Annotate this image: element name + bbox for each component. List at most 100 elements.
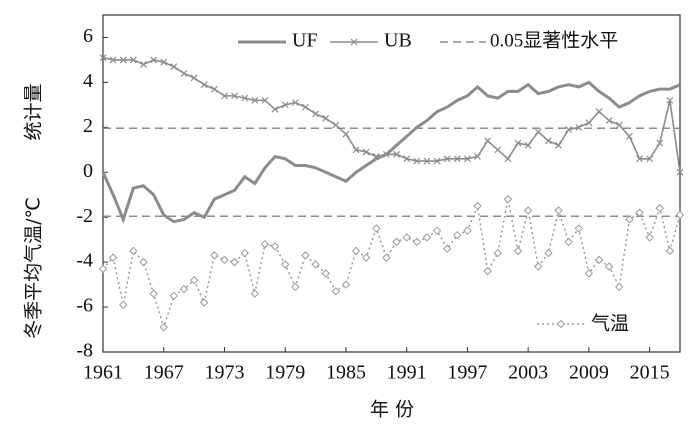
marker [666, 96, 674, 104]
x-tick-label: 2015 [630, 362, 670, 384]
marker [402, 233, 411, 242]
marker [160, 58, 168, 66]
marker [139, 257, 148, 267]
x-tick-label: 1979 [265, 362, 305, 384]
marker [625, 215, 634, 224]
marker [412, 237, 422, 247]
x-tick-label: 1961 [83, 362, 123, 384]
marker [322, 114, 330, 122]
marker [544, 248, 553, 258]
marker [311, 260, 320, 269]
x-tick-label: 1991 [387, 362, 427, 384]
marker [241, 94, 249, 102]
marker [594, 255, 604, 265]
marker [281, 260, 290, 269]
marker [190, 74, 198, 82]
marker [544, 137, 552, 145]
marker [230, 257, 239, 267]
marker [210, 85, 218, 93]
marker [372, 153, 380, 160]
marker [180, 69, 188, 77]
marker [392, 237, 401, 247]
y-tick-label: 4 [83, 70, 93, 92]
marker [189, 275, 199, 285]
marker [442, 244, 452, 253]
marker [302, 103, 309, 111]
marker [210, 251, 219, 260]
marker [220, 255, 229, 265]
marker [98, 264, 108, 274]
marker [676, 168, 684, 176]
marker [312, 110, 320, 118]
marker [159, 323, 168, 332]
marker [524, 141, 532, 149]
x-tick-label: 1973 [204, 362, 244, 384]
marker [646, 155, 654, 163]
marker [635, 208, 644, 217]
marker [483, 266, 492, 276]
marker [383, 150, 390, 158]
series-line [101, 80, 681, 224]
marker [422, 233, 432, 242]
marker [503, 195, 513, 204]
x-tick-label: 1997 [447, 362, 487, 384]
marker [523, 206, 533, 215]
marker [240, 248, 249, 258]
y-tick-label: 2 [83, 115, 93, 137]
legend-label: UB [384, 30, 412, 52]
marker [291, 99, 299, 107]
marker [119, 300, 128, 310]
marker [453, 155, 461, 163]
marker [150, 56, 158, 64]
marker [595, 108, 603, 116]
marker [463, 155, 471, 163]
marker [556, 319, 566, 329]
marker [119, 56, 127, 64]
marker [675, 210, 685, 220]
marker [534, 128, 542, 136]
marker [443, 155, 451, 163]
marker [453, 230, 462, 240]
marker [473, 201, 482, 211]
marker [291, 282, 300, 292]
marker [474, 153, 481, 160]
marker [342, 130, 350, 138]
marker [351, 246, 361, 256]
y-tick-label: 0 [83, 160, 93, 182]
y-tick-label: 6 [83, 25, 93, 47]
y-axis-label: 统计量 [23, 83, 45, 140]
marker [575, 123, 583, 131]
marker [382, 253, 391, 262]
marker [352, 146, 360, 154]
marker [645, 233, 654, 242]
marker [393, 150, 400, 158]
marker [423, 157, 431, 165]
marker [99, 54, 107, 62]
x-tick-label: 1967 [144, 362, 184, 384]
marker [321, 269, 330, 278]
marker [271, 105, 279, 113]
marker [221, 92, 228, 100]
marker [260, 239, 270, 249]
marker [341, 280, 351, 289]
y-tick-label: -6 [76, 295, 93, 317]
marker [331, 287, 341, 296]
marker [261, 96, 269, 104]
marker [170, 63, 178, 71]
marker [149, 289, 158, 298]
marker [108, 253, 118, 262]
marker [615, 282, 624, 292]
marker [301, 251, 310, 260]
marker [493, 248, 502, 258]
marker [665, 246, 675, 256]
marker [403, 155, 411, 163]
x-tick-label: 2009 [569, 362, 609, 384]
marker [514, 139, 522, 147]
marker [332, 121, 340, 129]
marker [484, 137, 492, 145]
legend-label: 0.05显著性水平 [490, 29, 618, 51]
marker [372, 224, 381, 233]
marker [574, 224, 583, 233]
